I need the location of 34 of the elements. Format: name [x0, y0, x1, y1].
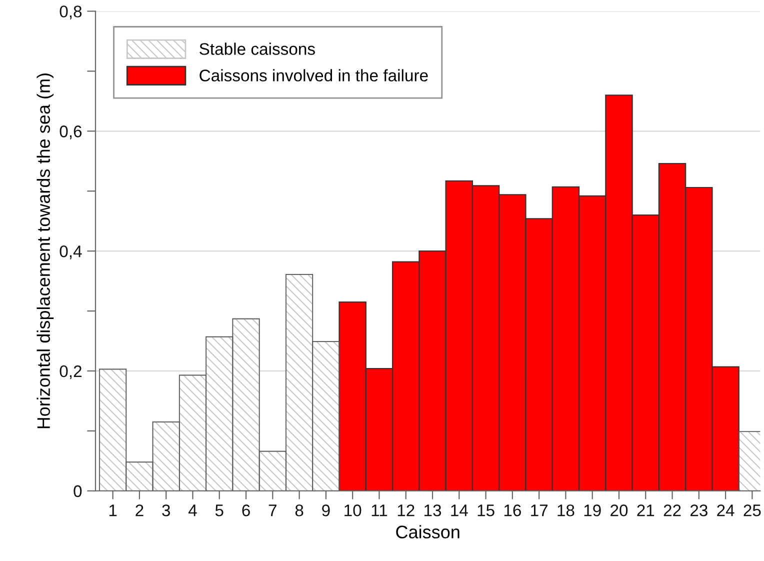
y-axis-title: Horizontal displacement towards the sea (m) — [36, 74, 54, 428]
x-tick-label: 3 — [162, 504, 170, 516]
legend-label: Caissons involved in the failure — [200, 69, 428, 82]
x-tick-label: 19 — [584, 504, 601, 516]
x-tick-label: 7 — [268, 504, 276, 516]
x-tick-label: 22 — [664, 504, 681, 516]
y-tick-label: 0,6 — [60, 126, 82, 140]
x-tick-label: 1 — [109, 504, 117, 516]
x-tick-label: 10 — [344, 504, 362, 516]
x-tick-label: 12 — [398, 504, 414, 516]
x-tick-label: 2 — [136, 504, 144, 516]
y-tick-label: 0,2 — [60, 365, 82, 380]
x-tick-label: 15 — [478, 504, 494, 516]
x-tick-label: 14 — [451, 504, 468, 516]
x-tick-label: 13 — [424, 504, 442, 516]
x-tick-label: 4 — [188, 504, 197, 516]
x-tick-label: 11 — [372, 504, 388, 516]
x-tick-label: 18 — [558, 504, 574, 516]
y-tick-label: 0,4 — [60, 245, 82, 260]
legend-label: Stable caissons — [200, 42, 315, 55]
x-tick-label: 6 — [242, 504, 250, 516]
x-tick-label: 9 — [322, 504, 330, 516]
x-tick-label: 24 — [717, 504, 734, 516]
x-axis-title: Caisson — [396, 525, 460, 538]
x-tick-label: 23 — [690, 504, 708, 516]
y-tick-label: 0,8 — [60, 6, 82, 20]
x-tick-label: 21 — [637, 504, 654, 516]
x-tick-label: 17 — [531, 504, 548, 516]
x-tick-label: 16 — [504, 504, 521, 516]
x-tick-label: 5 — [215, 504, 224, 516]
x-tick-label: 25 — [744, 504, 761, 516]
x-tick-label: 8 — [295, 504, 304, 516]
x-tick-label: 20 — [610, 504, 628, 516]
y-tick-label: 0 — [74, 485, 82, 498]
